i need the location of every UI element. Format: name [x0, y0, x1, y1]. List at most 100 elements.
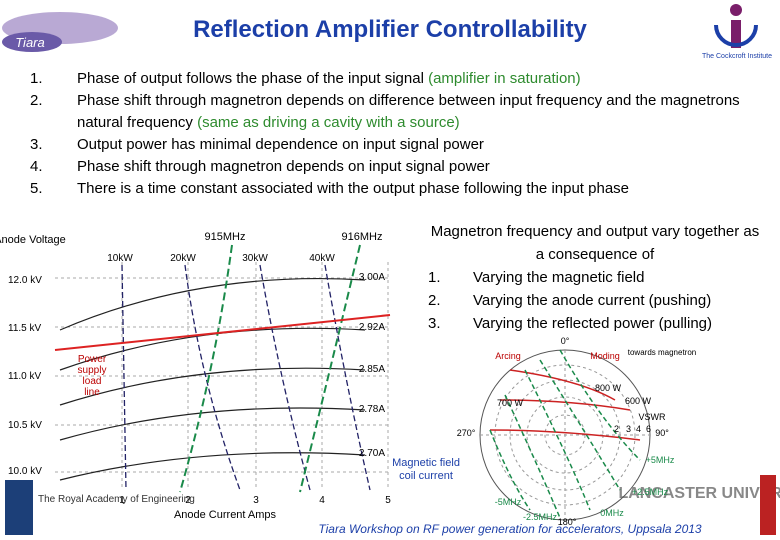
point-text: Output power has minimal dependence on i… [77, 134, 484, 156]
logo-mark [5, 480, 33, 535]
grid [55, 262, 390, 490]
footer: Tiara Workshop on RF power generation fo… [318, 522, 702, 536]
voltage-label: 11.0 kV [8, 371, 41, 382]
coil-label: Magnetic field coil current [392, 457, 460, 482]
angle-label: 180° [558, 517, 577, 527]
power-label: 800 W [595, 383, 622, 393]
power-label: 40kW [309, 253, 335, 264]
point-text: Phase shift through magnetron depends on… [77, 156, 490, 178]
side-text: Varying the magnetic field [473, 269, 645, 286]
power-label: 700 W [497, 398, 524, 408]
region-label: Arcing [495, 351, 521, 361]
freq-label: 916MHz [342, 231, 383, 243]
voltage-label: 10.5 kV [8, 420, 42, 431]
logo-text: LANCASTER UNIVERSITY [618, 485, 780, 502]
point-list: 1. Phase of output follows the phase of t… [30, 68, 750, 200]
point: 2. Phase shift through magnetron depends … [30, 90, 750, 134]
point-number: 5. [30, 180, 43, 197]
point-body: Output power has minimal dependence on i… [77, 136, 484, 153]
region-label: Moding [590, 351, 620, 361]
current-label: 2.70A [359, 448, 385, 459]
x-tick-label: 5 [385, 495, 391, 506]
side-item: 2. Varying the anode current (pushing) [420, 289, 760, 312]
point-body: Phase of output follows the phase of the… [77, 70, 424, 87]
side-number: 1. [428, 269, 441, 286]
logo-mark [760, 475, 776, 535]
y-label: Anode Voltage [0, 234, 66, 246]
point-body: Phase shift through magnetron depends on… [77, 92, 740, 131]
x-label: Anode Current Amps [174, 509, 277, 521]
side-item: 1. Varying the magnetic field [420, 266, 760, 289]
side-intro: Magnetron frequency and output vary toge… [430, 223, 760, 263]
current-label: 3.00A [359, 272, 385, 283]
power-contours [489, 369, 641, 441]
vswr-circles [480, 350, 650, 520]
point-text: Phase shift through magnetron depends on… [77, 90, 750, 134]
current-label: 2.92A [359, 322, 385, 333]
side-list: 1. Varying the magnetic field 2. Varying th… [420, 266, 760, 335]
point-text: There is a time constant associated with… [77, 178, 629, 200]
freq-label: +2.5MHz [632, 487, 669, 497]
title: Reflection Amplifier Controllability [193, 16, 587, 43]
freq-label: -2.5MHz [523, 512, 558, 522]
angle-label: 270° [457, 428, 476, 438]
rieke-chart: 0° 90° 180° 270° Arcing Moding towards m… [392, 336, 696, 527]
logo-text: The Royal Academy of Engineering [38, 494, 195, 505]
point-number: 3. [30, 136, 43, 153]
vswr-value: 3 [626, 424, 631, 434]
frequency-curves [179, 244, 361, 493]
current-label: 2.85A [359, 364, 385, 375]
voltage-label: 10.0 kV [8, 466, 42, 477]
side-number: 2. [428, 292, 441, 309]
point-number: 2. [30, 92, 43, 109]
vswr-value: 2 [614, 424, 619, 434]
side-text: Varying the reflected power (pulling) [473, 315, 713, 332]
logo-arc [714, 24, 758, 47]
angle-label: 0° [561, 336, 570, 346]
vswr-value: 4 [636, 424, 641, 434]
point-number: 4. [30, 158, 43, 175]
vswr-label: VSWR [639, 412, 667, 422]
power-label: 20kW [170, 253, 196, 264]
point: 4. Phase shift through magnetron depends … [30, 156, 750, 178]
vswr-value: 6 [646, 424, 651, 434]
point-body: There is a time constant associated with… [77, 180, 630, 197]
current-curves [59, 278, 366, 481]
performance-chart: Anode Voltage 915MHz 916MHz 10kW 20kW 30… [0, 231, 391, 521]
x-tick-label: 3 [253, 495, 259, 506]
freq-label: +5MHz [646, 455, 675, 465]
point-number: 1. [30, 70, 43, 87]
x-tick-label: 1 [119, 495, 125, 506]
freq-label: 915MHz [205, 231, 246, 243]
point: 5. There is a time constant associated wi… [30, 178, 750, 200]
current-label: 2.78A [359, 404, 385, 415]
direction-label: towards magnetron [628, 348, 696, 357]
point-text: Phase of output follows the phase of the… [77, 68, 581, 90]
point-note: (amplifier in saturation) [428, 70, 581, 87]
side-text: Varying the anode current (pushing) [473, 292, 712, 309]
point-body: Phase shift through magnetron depends on… [77, 158, 490, 175]
load-line-label: Power supply load line [78, 354, 107, 398]
x-tick-label: 2 [185, 495, 191, 506]
logo-text: Tiara [15, 35, 45, 50]
power-label: 600 W [625, 396, 652, 406]
freq-label: -5MHz [495, 497, 522, 507]
side-text: Magnetron frequency and output vary toge… [420, 220, 760, 335]
point: 1. Phase of output follows the phase of t… [30, 68, 750, 90]
power-label: 10kW [107, 253, 133, 264]
side-number: 3. [428, 315, 441, 332]
logo-dot [730, 4, 742, 16]
point: 3. Output power has minimal dependence on… [30, 134, 750, 156]
load-line [54, 314, 391, 351]
logo-bar [731, 20, 741, 48]
angle-label: 90° [655, 428, 669, 438]
side-item: 3. Varying the reflected power (pulling) [420, 312, 760, 335]
x-tick-label: 4 [319, 495, 325, 506]
frequency-contours [489, 349, 641, 519]
point-note: (same as driving a cavity with a source) [197, 114, 460, 131]
power-curves [121, 264, 371, 491]
voltage-label: 12.0 kV [8, 275, 42, 286]
power-label: 30kW [242, 253, 268, 264]
